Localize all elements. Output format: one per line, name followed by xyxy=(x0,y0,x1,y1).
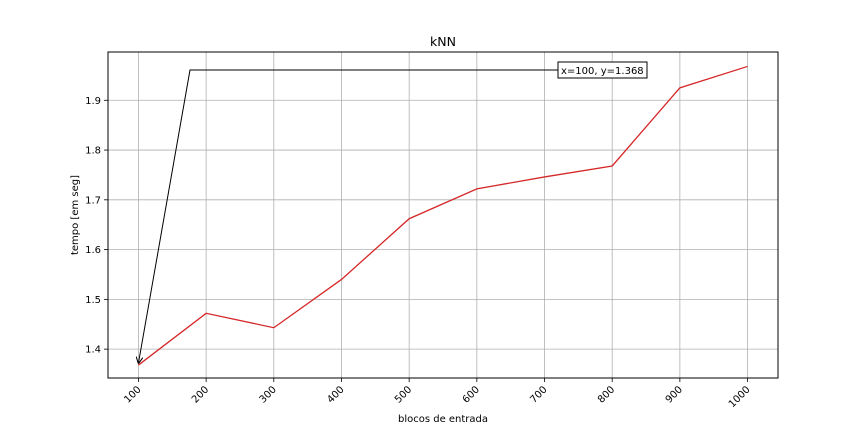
y-tick-label: 1.7 xyxy=(85,195,101,206)
series-line xyxy=(138,65,748,366)
chart-title: kNN xyxy=(430,34,456,49)
x-tick-label: 400 xyxy=(325,384,346,405)
x-tick-label: 100 xyxy=(122,384,143,405)
x-tick-label: 800 xyxy=(596,384,617,405)
x-tick-label: 300 xyxy=(258,384,279,405)
x-tick-label: 200 xyxy=(190,384,211,405)
x-tick-label: 500 xyxy=(393,384,414,405)
x-tick-label: 900 xyxy=(664,384,685,405)
annotation-label: x=100, y=1.368 xyxy=(561,66,644,77)
x-tick-label: 600 xyxy=(461,384,482,405)
x-tick-label: 700 xyxy=(528,384,549,405)
y-axis-label: tempo [em seg] xyxy=(70,175,81,255)
annotation-arrow xyxy=(138,69,558,363)
y-tick-label: 1.5 xyxy=(85,295,101,306)
y-tick-label: 1.6 xyxy=(85,245,101,256)
plot-frame xyxy=(107,51,779,379)
x-axis-ticks: 100 200 300 400 500 600 700 800 900 1000 xyxy=(122,378,753,410)
y-axis-ticks: 1.4 1.5 1.6 1.7 1.8 1.9 xyxy=(85,96,108,356)
x-axis-label: blocos de entrada xyxy=(398,414,488,425)
x-tick-label: 1000 xyxy=(727,384,753,410)
series-group xyxy=(138,65,748,366)
annotation-box: x=100, y=1.368 xyxy=(557,61,648,79)
y-tick-label: 1.9 xyxy=(85,96,101,107)
y-tick-label: 1.4 xyxy=(85,345,101,356)
grid-lines xyxy=(108,52,778,378)
y-tick-label: 1.8 xyxy=(85,146,101,157)
